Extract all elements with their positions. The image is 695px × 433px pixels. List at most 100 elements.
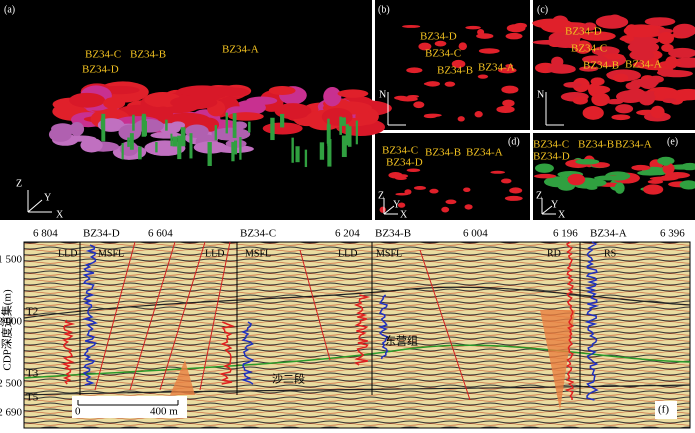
body	[395, 192, 409, 196]
body	[345, 124, 349, 146]
log-label: MSFL	[245, 248, 271, 259]
scale-label: 400 m	[150, 406, 178, 418]
body	[509, 187, 523, 194]
body	[231, 141, 235, 162]
body	[355, 120, 358, 145]
well-label: BZ34-B	[437, 65, 473, 77]
body	[268, 86, 296, 96]
body	[661, 43, 674, 52]
body	[339, 116, 342, 135]
body	[614, 182, 625, 194]
log-curve	[378, 294, 390, 360]
axis-label: Z	[378, 190, 384, 201]
body	[620, 35, 635, 42]
axis-label: Z	[536, 190, 542, 201]
body	[588, 85, 611, 94]
body	[643, 184, 664, 195]
axis-triad	[383, 198, 398, 215]
body	[159, 123, 181, 135]
body	[477, 29, 485, 36]
body	[563, 81, 582, 88]
body	[680, 162, 695, 171]
horizon-label: T5	[26, 392, 39, 404]
body	[535, 163, 554, 173]
body	[121, 143, 124, 160]
formation-label: 东营组	[385, 334, 418, 348]
body	[580, 31, 616, 41]
axis-triad	[541, 198, 556, 215]
body	[653, 88, 667, 100]
body	[337, 89, 369, 98]
well-label: BZ34-A	[478, 62, 515, 74]
body	[327, 139, 332, 167]
axis-label: X	[400, 209, 408, 220]
body	[132, 114, 135, 131]
scale-bar	[77, 400, 179, 406]
body	[406, 67, 423, 74]
body	[103, 97, 126, 110]
body	[463, 187, 471, 193]
top-label: BZ34-A	[590, 228, 627, 240]
panel-label: (d)	[508, 136, 520, 147]
label-box	[655, 401, 677, 419]
top-label: 6 804	[33, 228, 58, 240]
body	[170, 95, 218, 110]
body	[402, 24, 421, 28]
well-label: BZ34-B	[130, 49, 166, 61]
body	[465, 25, 481, 30]
body	[591, 92, 610, 107]
north-label: N	[379, 89, 386, 100]
well-label: BZ34-A	[615, 139, 652, 151]
body	[118, 124, 142, 141]
body	[304, 149, 308, 168]
well-label: BZ34-C	[382, 145, 418, 157]
north-label: N	[537, 89, 544, 100]
depth-label: 2 690	[0, 407, 23, 419]
body	[458, 42, 467, 51]
axis-title: CDP深度道集(m)	[0, 289, 14, 371]
panel-label: (f)	[658, 404, 669, 416]
axis-label: Y	[393, 199, 400, 210]
body	[138, 146, 142, 160]
top-label: 6 396	[660, 228, 685, 240]
body	[214, 125, 218, 141]
body	[593, 175, 623, 181]
body	[547, 64, 576, 74]
north-arrow	[545, 92, 564, 126]
well-label: BZ34-C	[85, 49, 121, 61]
axis-label: Y	[551, 199, 558, 210]
body	[423, 114, 437, 119]
body	[496, 105, 515, 113]
depth-label: 2 500	[0, 378, 23, 390]
well-label: BZ34-D	[565, 26, 602, 38]
log-curve	[60, 319, 76, 385]
body	[623, 24, 659, 38]
body	[211, 127, 251, 141]
panel-label: (a)	[4, 4, 15, 15]
body	[457, 116, 465, 122]
log-label: MSFL	[98, 248, 124, 259]
axis-label: X	[558, 209, 566, 220]
body	[445, 199, 457, 205]
well-label: BZ34-D	[533, 151, 570, 163]
reservoir-bodies	[48, 14, 695, 213]
body	[225, 112, 228, 134]
body	[557, 31, 573, 41]
body	[671, 88, 695, 101]
body	[69, 92, 105, 108]
body	[397, 202, 406, 208]
well-label: BZ34-C	[425, 48, 461, 60]
body	[280, 113, 285, 128]
body	[532, 39, 567, 45]
body	[602, 16, 616, 26]
body	[214, 87, 250, 97]
body	[129, 133, 134, 150]
body	[647, 179, 664, 184]
well-label: BZ34-C	[533, 139, 569, 151]
body	[656, 69, 682, 77]
scale-box	[72, 396, 187, 418]
body	[662, 163, 675, 175]
scale-label: 0	[75, 406, 81, 418]
panel-label: (e)	[667, 136, 678, 147]
